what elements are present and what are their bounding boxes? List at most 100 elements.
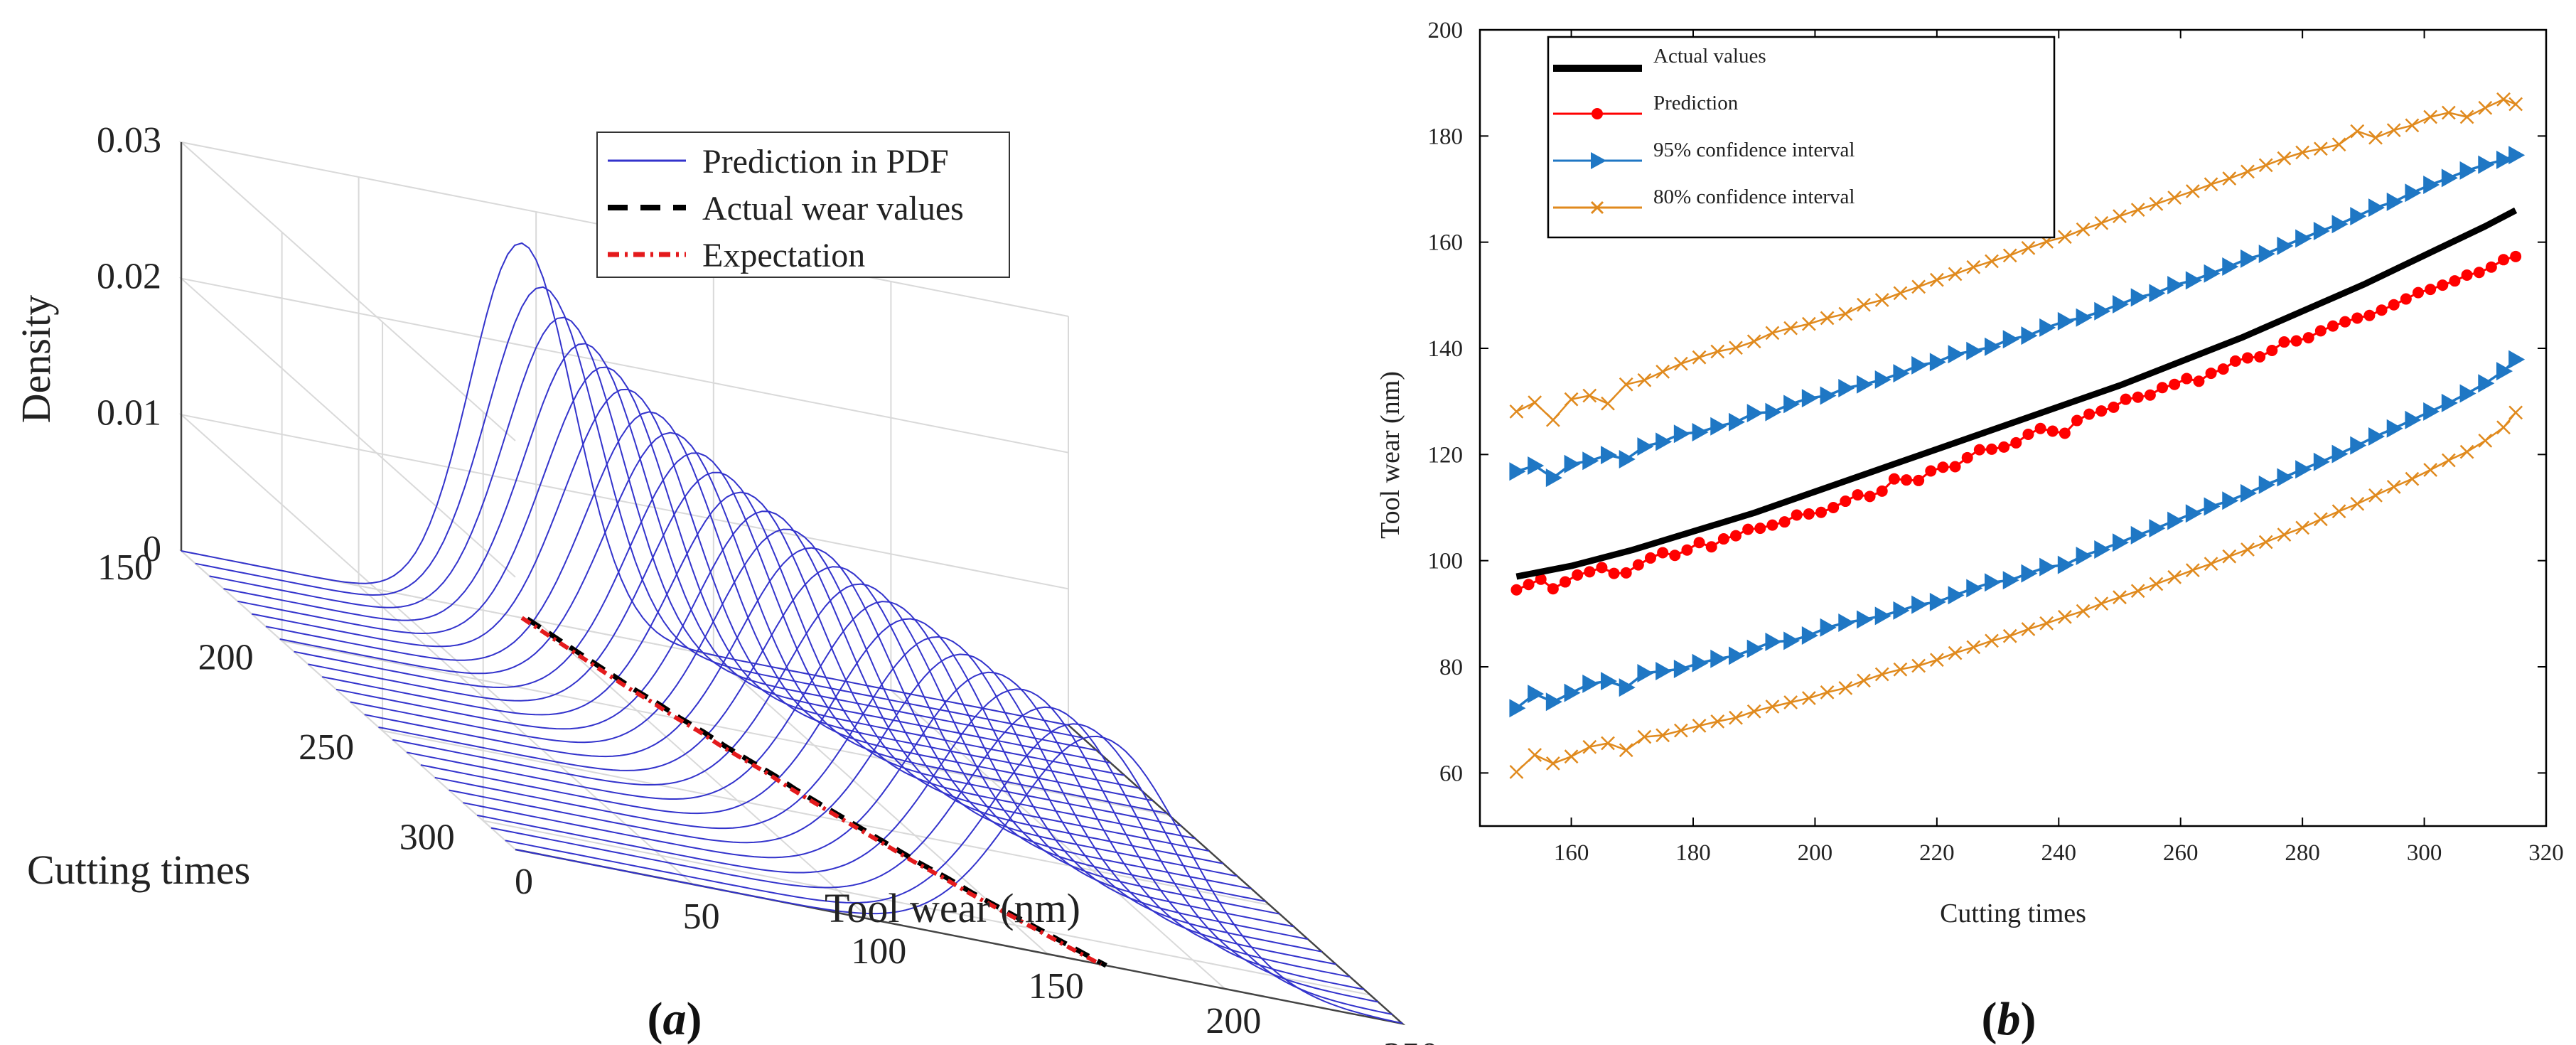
panel-b-point-ci95 [2441,393,2458,412]
panel-b-point-prediction [2388,299,2400,311]
panel-b-point-ci95 [2076,546,2093,565]
panel-b-point-ci80 [1929,653,1944,668]
panel-b-point-ci80 [1929,272,1944,287]
panel-b-point-prediction [2510,250,2522,262]
panel-b-point-ci80 [2057,609,2072,624]
panel-b-point-ci95 [1619,450,1636,469]
panel-b-point-prediction [2485,261,2497,273]
panel-b-legend: Actual values Prediction 95% confidence … [1547,36,2056,239]
panel-b-point-prediction [1901,474,1912,486]
panel-b-point-prediction [2327,320,2339,332]
panel-b-point-ci95 [1729,412,1745,432]
panel-b-point-prediction [1705,541,1717,553]
panel-a-y-tick: 300 [399,818,455,858]
panel-b-point-ci80 [2277,151,2292,166]
panel-b-point-ci80 [1582,388,1597,403]
panel-b-y-tick-label: 60 [1439,761,1463,786]
panel-b-point-ci80 [1765,326,1780,341]
panel-a-pdf-curve [350,528,1238,877]
panel-b-point-prediction [2461,269,2473,281]
panel-b-point-prediction [2071,414,2083,427]
panel-b-point-ci80 [1985,254,1999,269]
panel-a-pdf-curve [308,471,1196,840]
panel-b-point-ci80 [1948,645,1963,660]
panel-a-pdf-curve [364,547,1252,890]
panel-b-legend-label-ci95: 95% confidence interval [1653,139,1855,161]
panel-b-point-ci80 [2185,184,2200,198]
panel-b-point-ci95 [1820,618,1837,637]
panel-b-point-ci95 [2240,483,2257,503]
panel-b-point-prediction [2083,408,2095,420]
panel-b-legend-label-actual: Actual values [1653,45,1766,68]
panel-b-point-prediction [1693,537,1705,549]
panel-b-point-ci80 [1874,293,1889,307]
panel-b-point-ci80 [1637,729,1652,744]
panel-b-point-prediction [2425,284,2437,296]
panel-b-point-prediction [2193,375,2205,387]
panel-b-point-ci95 [2277,236,2294,255]
panel-b-point-prediction [2449,275,2461,287]
panel-b-series-ci95-upper [1509,146,2526,488]
panel-b-point-ci95 [2002,571,2019,590]
panel-b-point-ci80 [2313,512,2328,527]
panel-b-point-ci95 [1985,573,2001,592]
panel-b-point-ci95 [2222,257,2239,277]
panel-a-pdf-curve [505,723,1393,1015]
panel-b-point-ci80 [2204,177,2218,192]
panel-b-point-ci80 [1729,710,1743,725]
panel-b-point-prediction [2059,427,2071,439]
panel-b-point-ci95 [2113,533,2129,552]
panel-b-point-ci80 [1509,764,1524,779]
panel-b-point-ci80 [1948,267,1963,282]
panel-b-point-ci95 [1509,699,1526,718]
panel-b-point-ci95 [2240,249,2257,268]
panel-b-x-tick-label: 240 [2041,840,2077,866]
panel-a-gridline-y [482,412,1370,996]
panel-a-pdf-curve [279,432,1167,814]
panel-b-point-ci80 [2277,527,2292,542]
panel-b-series-ci95-lower [1509,350,2526,718]
panel-b-point-ci80 [2240,542,2255,557]
panel-b-point-ci95 [1729,646,1745,665]
panel-b-x-tick-label: 300 [2407,840,2442,866]
panel-b-y-tick-label: 160 [1428,230,1464,256]
panel-a-pdf-curve [336,510,1224,864]
panel-b-point-ci95 [1564,454,1581,473]
panel-b-series-actual-values [1515,207,2518,580]
panel-b-point-prediction [1523,579,1535,591]
panel-b-point-prediction [2266,344,2278,356]
panel-b-point-ci80 [2478,434,2493,448]
panel-b-point-ci95 [2313,221,2330,240]
panel-a-chart: 0 0.01 0.02 0.03 150 200 250 300 0 50 100 150 200 250… [13,120,1439,1045]
panel-b-point-ci95 [2185,504,2202,523]
panel-b-point-ci95 [1783,395,1800,414]
panel-a-pdf-curve [322,491,1210,852]
panel-b-point-ci95 [2478,374,2495,393]
panel-b-point-prediction [1560,576,1571,588]
panel-b-point-ci95 [2441,168,2458,188]
panel-b-point-prediction [1840,495,1852,508]
panel-b-point-prediction [1791,509,1803,521]
panel-b-y-tick-label: 180 [1428,124,1464,149]
panel-b-point-ci95 [2350,207,2367,226]
panel-b-point-ci95 [1911,355,1928,375]
panel-b-point-prediction [2046,425,2059,437]
panel-b-point-ci95 [2496,362,2513,381]
panel-b-point-ci80 [1985,633,1999,648]
panel-b-legend-marker-ci80 [1590,200,1604,215]
panel-b-point-ci95 [2258,245,2275,264]
panel-b-point-prediction [1632,559,1644,571]
panel-b-point-ci95 [2405,183,2422,203]
panel-b-x-tick-label: 160 [1554,840,1589,866]
panel-b-x-tick-label: 180 [1675,840,1711,866]
panel-b-point-ci95 [2021,564,2038,583]
panel-b-point-ci95 [2076,308,2093,327]
panel-b-y-tick-label: 80 [1439,655,1463,680]
panel-b-point-ci95 [2149,284,2166,303]
panel-b-point-ci80 [2405,471,2420,486]
panel-b-point-ci80 [2039,616,2054,631]
panel-b-point-ci95 [1637,663,1654,682]
panel-b-point-prediction [1535,573,1547,585]
panel-b-point-prediction [2022,428,2034,440]
panel-b-point-ci95 [1948,345,1965,364]
